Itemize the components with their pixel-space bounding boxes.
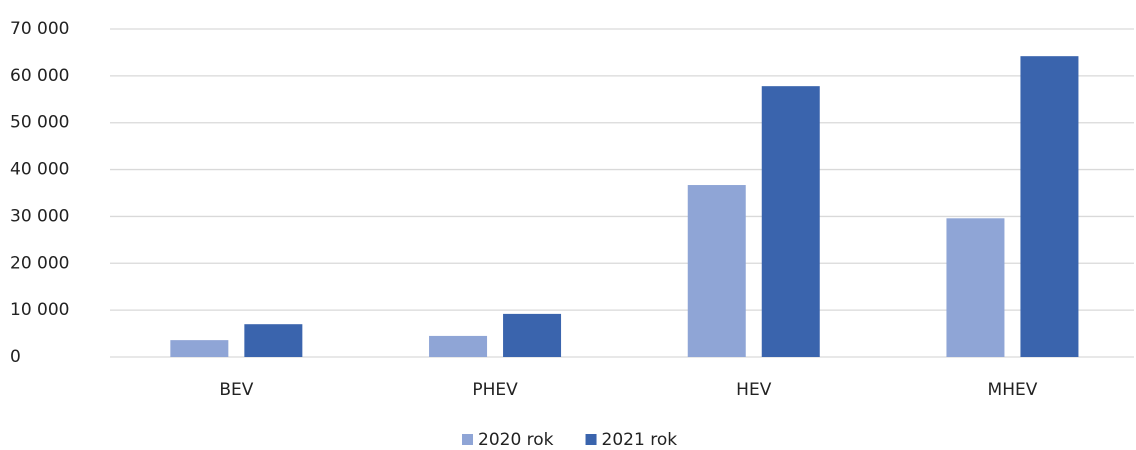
x-tick-label: BEV [219,380,253,400]
x-tick-label: MHEV [988,380,1038,400]
y-tick-label: 0 [10,347,21,367]
bar [1020,56,1079,357]
y-tick-label: 70 000 [10,19,69,39]
x-tick-label: HEV [736,380,772,400]
bar [946,218,1005,357]
bar [687,185,746,357]
y-tick-label: 10 000 [10,300,69,320]
x-tick-label: PHEV [472,380,518,400]
legend-swatch [585,434,597,445]
bar [170,340,229,357]
y-tick-label: 40 000 [10,160,69,180]
y-tick-label: 20 000 [10,253,69,273]
bar [503,313,562,357]
y-tick-label: 30 000 [10,206,69,226]
bar [244,324,303,357]
bar [429,335,488,357]
y-tick-label: 60 000 [10,66,69,86]
legend-swatch [462,434,473,445]
legend-label: 2021 rok [602,430,678,450]
bar [761,86,820,357]
y-tick-label: 50 000 [10,113,69,133]
legend-label: 2020 rok [478,430,554,450]
